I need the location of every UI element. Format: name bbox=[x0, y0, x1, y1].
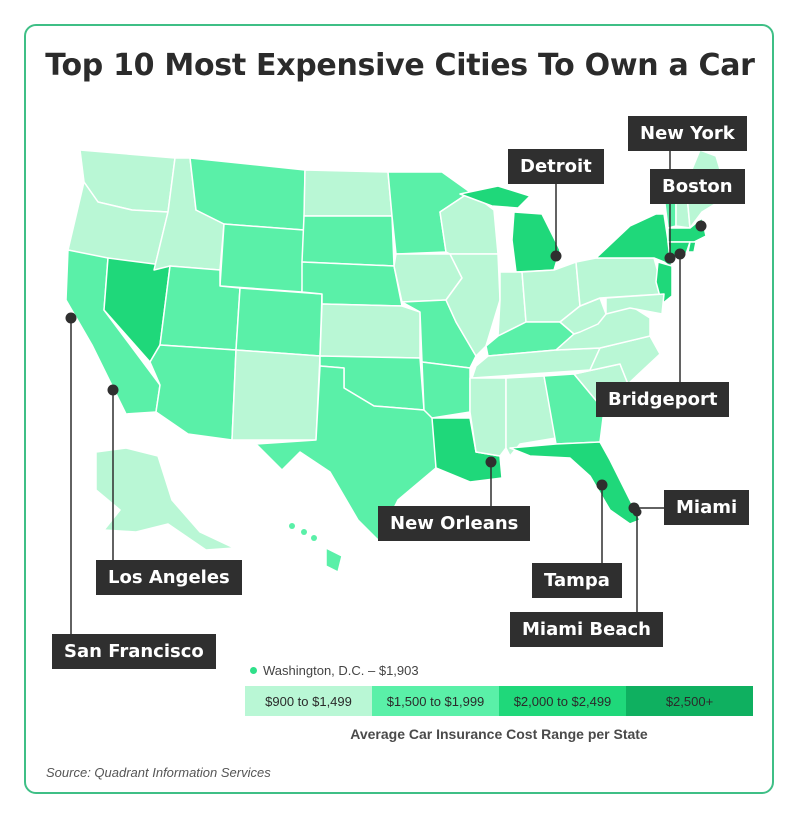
page-title: Top 10 Most Expensive Cities To Own a Ca… bbox=[45, 48, 755, 83]
hawaii-island bbox=[301, 529, 307, 535]
legend-bin-label: $900 to $1,499 bbox=[265, 693, 352, 709]
city-marker-tampa bbox=[596, 479, 608, 491]
city-marker-los-angeles bbox=[107, 384, 119, 396]
city-marker-san-francisco bbox=[65, 312, 77, 324]
state-alaska bbox=[95, 447, 235, 551]
legend-caption: Average Car Insurance Cost Range per Sta… bbox=[350, 726, 648, 742]
city-label-miami-beach: Miami Beach bbox=[510, 612, 663, 647]
city-marker-new-orleans bbox=[485, 456, 497, 468]
city-label-new-york: New York bbox=[628, 116, 747, 151]
state-arizona bbox=[149, 344, 237, 441]
state-wyoming bbox=[219, 223, 305, 293]
dc-note: Washington, D.C. – $1,903 bbox=[250, 663, 419, 678]
city-label-new-orleans: New Orleans bbox=[378, 506, 531, 541]
state-new-jersey bbox=[655, 261, 673, 305]
state-florida bbox=[509, 441, 641, 525]
city-label-bridgeport: Bridgeport bbox=[596, 382, 730, 417]
state-north-dakota bbox=[303, 169, 393, 217]
state-mississippi bbox=[469, 377, 507, 457]
state-michigan-upper bbox=[459, 185, 531, 209]
legend-bin-1500-1999: $1,500 to $1,999 bbox=[372, 686, 499, 716]
state-south-dakota bbox=[301, 215, 395, 267]
dc-dot-icon bbox=[250, 667, 257, 674]
state-georgia bbox=[543, 373, 605, 445]
legend: $900 to $1,499 $1,500 to $1,999 $2,000 t… bbox=[245, 686, 753, 716]
source-note: Source: Quadrant Information Services bbox=[46, 765, 271, 780]
legend-bin-900-1499: $900 to $1,499 bbox=[245, 686, 372, 716]
city-label-detroit: Detroit bbox=[508, 149, 604, 184]
city-marker-new-york bbox=[664, 252, 676, 264]
city-label-miami: Miami bbox=[664, 490, 750, 525]
legend-bin-label: $1,500 to $1,999 bbox=[386, 693, 485, 709]
legend-bin-label: $2,500+ bbox=[665, 693, 714, 709]
state-new-mexico bbox=[231, 349, 321, 441]
state-hawaii bbox=[325, 547, 343, 573]
state-maryland-delaware bbox=[605, 293, 665, 315]
legend-bin-label: $2,000 to $2,499 bbox=[513, 693, 612, 709]
state-west-virginia bbox=[559, 297, 607, 335]
state-kansas bbox=[319, 303, 421, 359]
state-arkansas bbox=[421, 361, 471, 419]
city-label-san-francisco: San Francisco bbox=[52, 634, 216, 669]
hawaii-island bbox=[311, 535, 317, 541]
state-michigan bbox=[511, 211, 561, 273]
hawaii-island bbox=[289, 523, 295, 529]
legend-bin-2500-plus: $2,500+ bbox=[626, 686, 753, 716]
state-illinois bbox=[445, 253, 501, 357]
city-marker-boston bbox=[695, 220, 707, 232]
city-label-boston: Boston bbox=[650, 169, 745, 204]
city-label-tampa: Tampa bbox=[532, 563, 622, 598]
city-marker-detroit bbox=[550, 250, 562, 262]
city-marker-bridgeport bbox=[674, 248, 686, 260]
city-label-los-angeles: Los Angeles bbox=[96, 560, 242, 595]
state-colorado bbox=[235, 287, 323, 357]
dc-note-text: Washington, D.C. – $1,903 bbox=[263, 663, 419, 678]
state-rhode-island bbox=[687, 241, 697, 253]
legend-bin-2000-2499: $2,000 to $2,499 bbox=[499, 686, 626, 716]
city-marker-miami-beach bbox=[632, 507, 642, 517]
